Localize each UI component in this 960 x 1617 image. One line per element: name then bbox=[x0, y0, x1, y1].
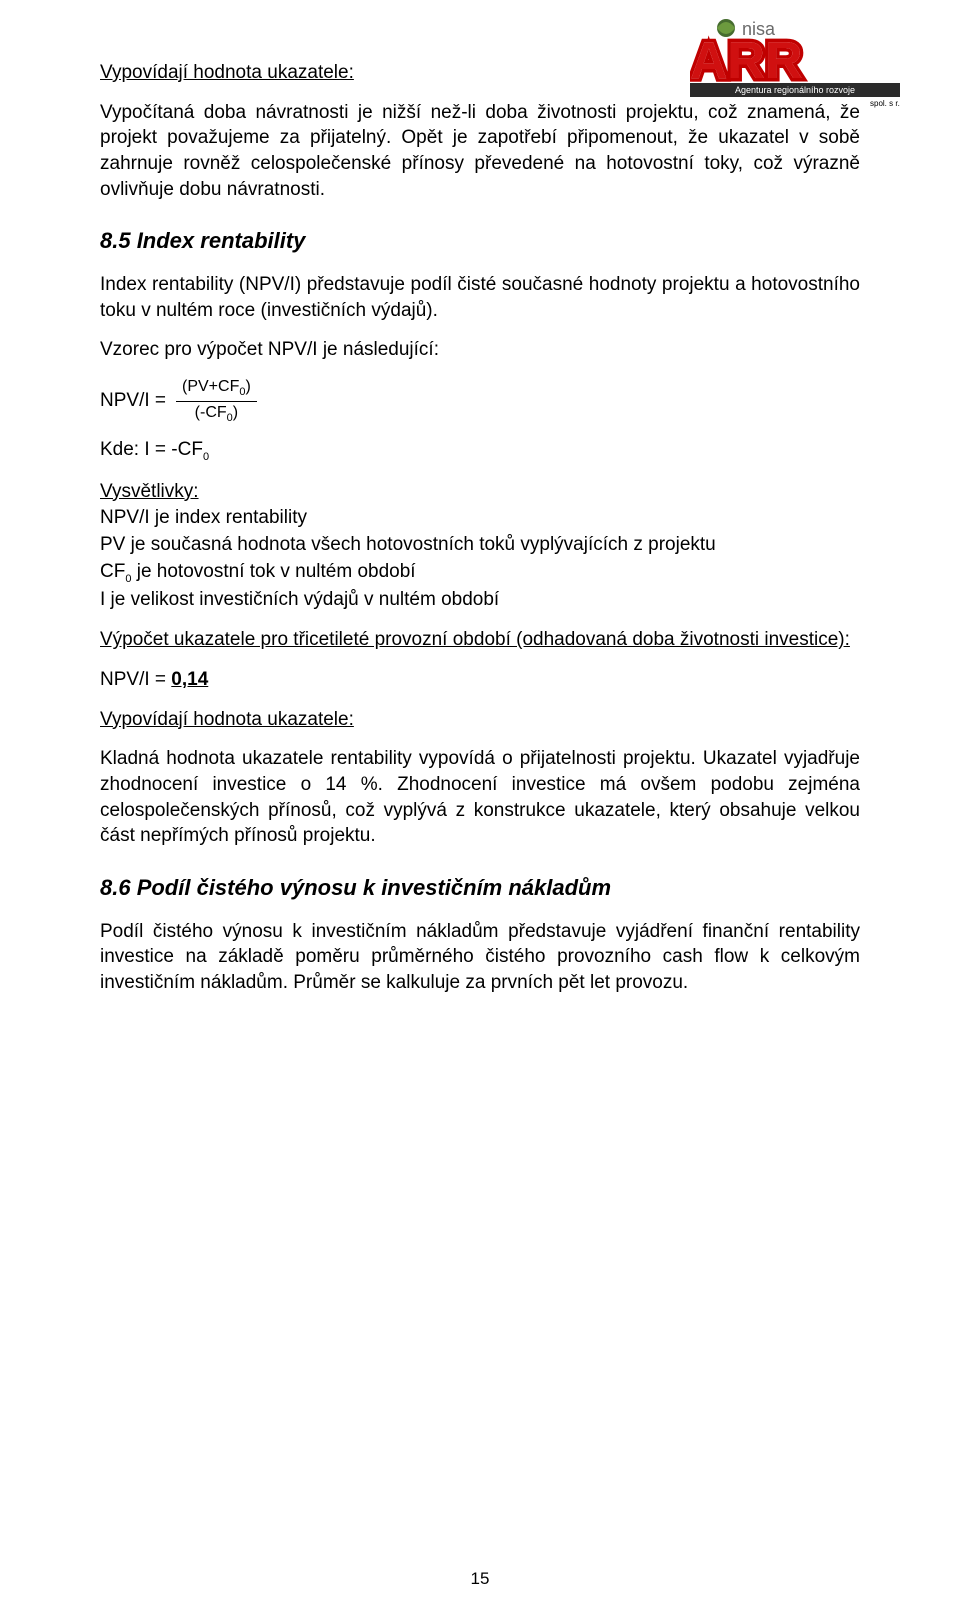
explain-line-1: NPV/I je index rentability bbox=[100, 507, 307, 528]
where-line: Kde: I = -CF0 bbox=[100, 437, 860, 465]
calc-heading: Výpočet ukazatele pro třicetileté provoz… bbox=[100, 627, 860, 653]
indicator-meaning-heading-2: Vypovídají hodnota ukazatele: bbox=[100, 707, 860, 733]
para-85-1: Index rentability (NPV/I) představuje po… bbox=[100, 272, 860, 323]
explain-line-2: PV je současná hodnota všech hotovostníc… bbox=[100, 534, 716, 555]
svg-text:Agentura regionálního rozvoje: Agentura regionálního rozvoje bbox=[735, 85, 855, 95]
explain-block: Vysvětlivky: NPV/I je index rentability … bbox=[100, 479, 860, 614]
document-page: nisa ARR ARR Agentura regionálního rozvo… bbox=[0, 0, 960, 1617]
para-86-1: Podíl čistého výnosu k investičním nákla… bbox=[100, 919, 860, 996]
result-value: 0,14 bbox=[171, 669, 208, 690]
para-85-conclusion: Kladná hodnota ukazatele rentability vyp… bbox=[100, 746, 860, 849]
explain-line-4: I je velikost investičních výdajů v nult… bbox=[100, 589, 499, 610]
section-8-6-heading: 8.6 Podíl čistého výnosu k investičním n… bbox=[100, 875, 860, 901]
formula-fraction: (PV+CF0) (-CF0) bbox=[176, 377, 257, 425]
result-line: NPV/I = 0,14 bbox=[100, 667, 860, 693]
formula-lhs: NPV/I = bbox=[100, 390, 166, 412]
svg-text:spol. s r. o.: spol. s r. o. bbox=[870, 99, 900, 108]
arr-logo: nisa ARR ARR Agentura regionálního rozvo… bbox=[690, 18, 900, 108]
explain-line-3: CF0 je hotovostní tok v nultém období bbox=[100, 561, 416, 582]
explain-heading: Vysvětlivky: bbox=[100, 481, 199, 502]
section-8-5-heading: 8.5 Index rentability bbox=[100, 228, 860, 254]
formula-npvi: NPV/I = (PV+CF0) (-CF0) bbox=[100, 377, 860, 425]
para-1: Vypočítaná doba návratnosti je nižší než… bbox=[100, 100, 860, 203]
svg-text:ARR: ARR bbox=[690, 32, 803, 90]
formula-denominator: (-CF0) bbox=[189, 402, 244, 425]
formula-label: Vzorec pro výpočet NPV/I je následující: bbox=[100, 337, 860, 363]
result-lhs: NPV/I = bbox=[100, 669, 171, 690]
formula-numerator: (PV+CF0) bbox=[176, 377, 257, 401]
page-number: 15 bbox=[0, 1569, 960, 1589]
